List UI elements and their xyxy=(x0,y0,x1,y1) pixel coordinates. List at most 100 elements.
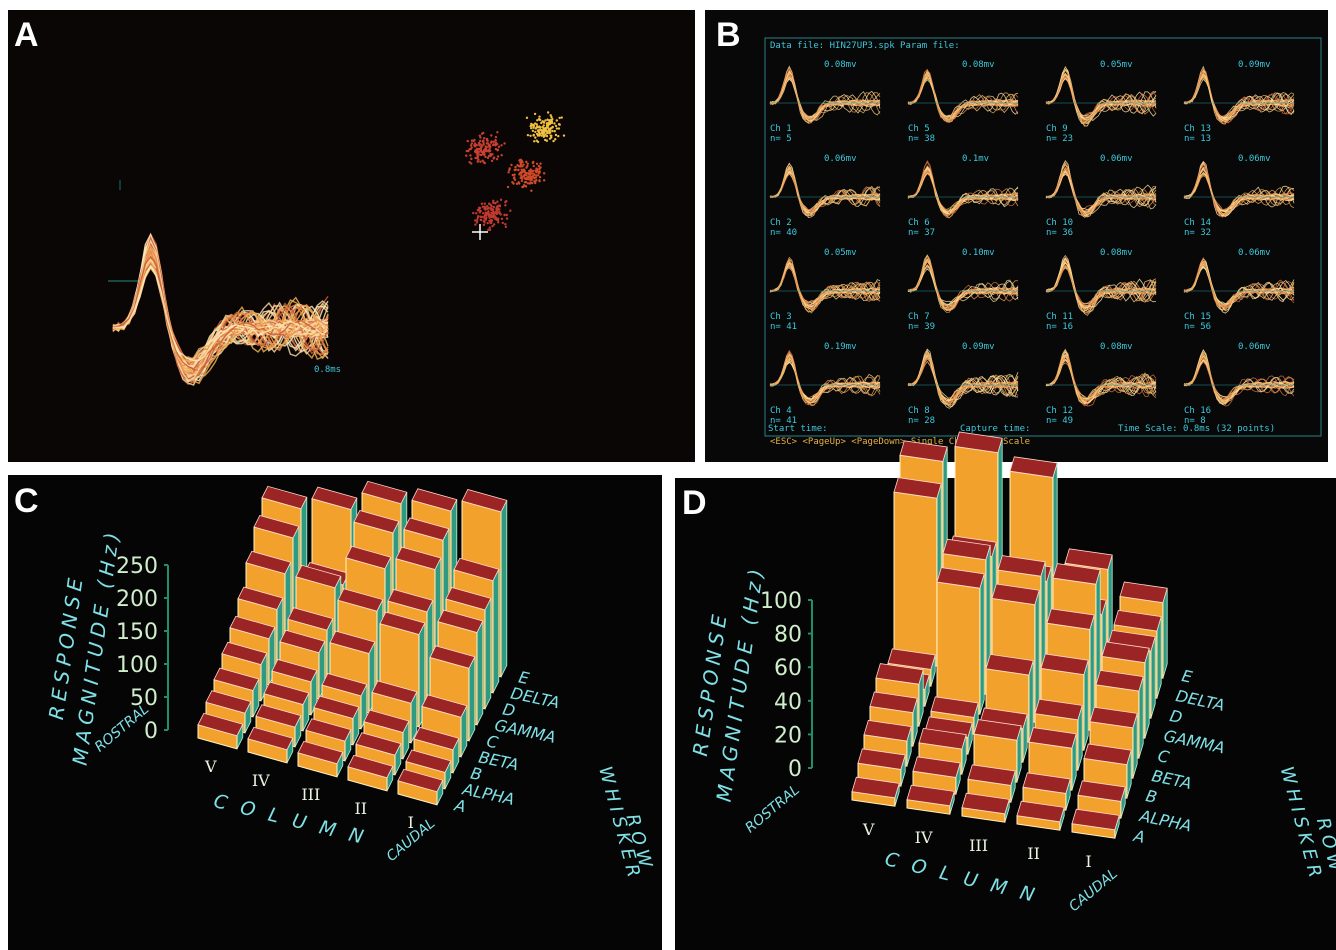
x-tick-label: V xyxy=(862,820,875,839)
x-tick-label: IV xyxy=(915,828,933,847)
spike-dot xyxy=(531,170,533,172)
spike-dot xyxy=(488,220,490,222)
spike-dot xyxy=(539,126,541,128)
spike-dot xyxy=(523,175,525,177)
spike-dot xyxy=(477,151,479,153)
spike-dot xyxy=(537,130,539,132)
amplitude: 0.08mv xyxy=(824,60,857,70)
spike-dot xyxy=(496,201,498,203)
spike-dot xyxy=(532,134,534,136)
spike-dot xyxy=(469,154,471,156)
spike-dot xyxy=(490,134,492,136)
spike-dot xyxy=(475,212,477,214)
amplitude: 0.09mv xyxy=(1238,60,1271,70)
spike-dot xyxy=(491,209,493,211)
spike-dot xyxy=(540,122,542,124)
spike-dot xyxy=(488,155,490,157)
spike-dot xyxy=(476,219,478,221)
spike-dot xyxy=(496,149,498,151)
spike-dot xyxy=(514,179,516,181)
spike-dot xyxy=(543,121,545,123)
spike-dot xyxy=(534,180,536,182)
amplitude: 0.06mv xyxy=(1238,342,1271,352)
bar-side xyxy=(477,621,483,725)
spike-dot xyxy=(492,157,494,159)
count: n= 49 xyxy=(1046,416,1073,426)
spike-dot xyxy=(491,160,493,162)
count: n= 36 xyxy=(1046,228,1073,238)
spike-dot xyxy=(538,118,540,120)
spike-dot xyxy=(556,119,558,121)
spike-dot xyxy=(477,159,479,161)
spike-dot xyxy=(502,222,504,224)
channel: Ch 15 xyxy=(1184,312,1211,322)
spike-dot xyxy=(550,114,552,116)
spike-dot xyxy=(559,124,561,126)
spike-dot xyxy=(520,162,522,164)
spike-dot xyxy=(538,116,540,118)
spike-dot xyxy=(468,148,470,150)
spike-dot xyxy=(482,139,484,141)
spike-dot xyxy=(490,153,492,155)
spike-dot xyxy=(504,204,506,206)
spike-dot xyxy=(479,140,481,142)
spike-dot xyxy=(535,171,537,173)
spike-dot xyxy=(529,135,531,137)
count: n= 5 xyxy=(770,134,792,144)
spike-dot xyxy=(484,156,486,158)
spike-dot xyxy=(543,172,545,174)
spike-dot xyxy=(479,210,481,212)
spike-dot xyxy=(480,146,482,148)
spike-dot xyxy=(505,226,507,228)
amplitude: 0.05mv xyxy=(824,248,857,258)
spike-dot xyxy=(538,171,540,173)
spike-dot xyxy=(492,215,494,217)
channel: Ch 11 xyxy=(1046,312,1073,322)
spike-dot xyxy=(482,206,484,208)
spike-dot xyxy=(517,169,519,171)
amplitude: 0.06mv xyxy=(824,154,857,164)
spike-dot xyxy=(518,182,520,184)
spike-dot xyxy=(500,154,502,156)
spike-dot xyxy=(528,170,530,172)
spike-dot xyxy=(507,171,509,173)
spike-dot xyxy=(483,217,485,219)
spike-dot xyxy=(483,221,485,223)
spike-dot xyxy=(525,174,527,176)
channel: Ch 12 xyxy=(1046,406,1073,416)
channel: Ch 14 xyxy=(1184,218,1211,228)
spike-dot xyxy=(532,127,534,129)
spike-dot xyxy=(471,139,473,141)
y-tick-label: 60 xyxy=(774,656,802,681)
spike-dot xyxy=(501,218,503,220)
count: n= 37 xyxy=(908,228,935,238)
spike-dot xyxy=(473,139,475,141)
channel: Ch 7 xyxy=(908,312,930,322)
channel: Ch 1 xyxy=(770,124,792,134)
spike-dot xyxy=(538,133,540,135)
spike-dot xyxy=(556,127,558,129)
y-tick-label: 80 xyxy=(774,623,802,648)
panel-letter: D xyxy=(682,484,707,522)
count: n= 16 xyxy=(1046,322,1073,332)
channel: Ch 6 xyxy=(908,218,930,228)
spike-dot xyxy=(496,131,498,133)
spike-dot xyxy=(483,224,485,226)
spike-dot xyxy=(494,139,496,141)
spike-dot xyxy=(495,136,497,138)
spike-dot xyxy=(505,200,507,202)
x-tick-label: II xyxy=(354,799,367,818)
y-tick-label: 0 xyxy=(144,719,158,744)
bar-front xyxy=(937,582,980,714)
spike-dot xyxy=(507,186,509,188)
spike-dot xyxy=(474,145,476,147)
spike-dot xyxy=(489,207,491,209)
spike-dot xyxy=(487,208,489,210)
x-tick-label: IV xyxy=(252,771,270,790)
channel: Ch 16 xyxy=(1184,406,1211,416)
spike-dot xyxy=(543,179,545,181)
y-tick-label: 100 xyxy=(760,589,802,614)
spike-dot xyxy=(471,146,473,148)
panel-letter: C xyxy=(14,482,39,520)
spike-dot xyxy=(474,223,476,225)
